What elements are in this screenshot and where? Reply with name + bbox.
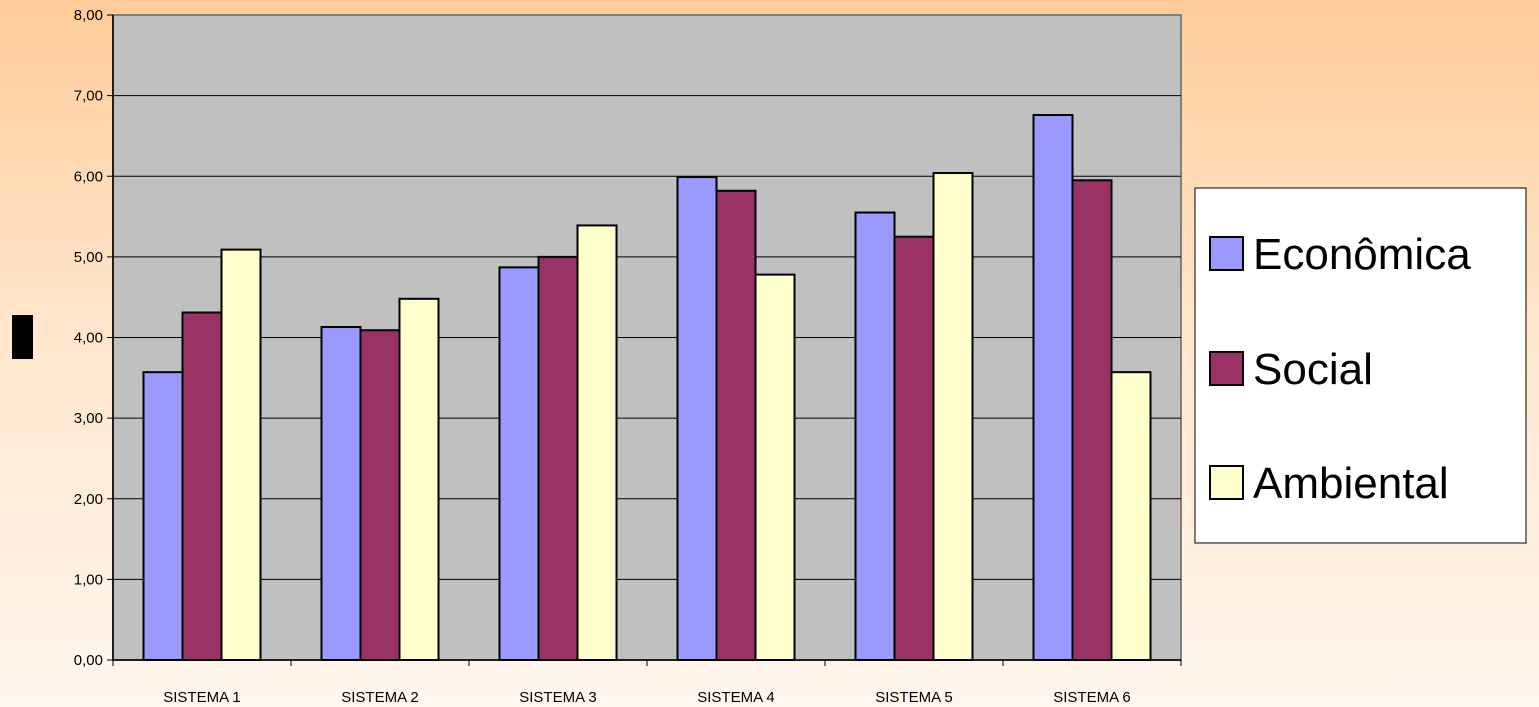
bars: [142, 113, 1152, 662]
bar-ambiental-6: [1110, 371, 1152, 661]
bar-ambiental-2: [398, 297, 440, 661]
legend-label-econômica: Econômica: [1253, 230, 1471, 279]
bar-ambiental-5: [932, 172, 974, 661]
x-category-label: SISTEMA 2: [341, 689, 419, 706]
legend-label-social: Social: [1253, 345, 1373, 394]
bar-econômica-2: [320, 326, 362, 661]
bar-social-3: [537, 255, 579, 661]
x-category-label: SISTEMA 1: [163, 689, 241, 706]
x-category-label: SISTEMA 5: [875, 689, 953, 706]
bar-econômica-6: [1032, 113, 1074, 662]
x-category-label: SISTEMA 6: [1053, 689, 1131, 706]
y-tick-label: 0,00: [74, 652, 103, 669]
y-tick-label: 3,00: [74, 410, 103, 427]
bar-social-1: [181, 311, 223, 661]
y-tick-label: 8,00: [74, 7, 103, 24]
legend-swatch-econômica: [1209, 236, 1244, 271]
x-category-label: SISTEMA 4: [697, 689, 775, 706]
bar-ambiental-1: [220, 248, 262, 661]
bar-econômica-3: [498, 266, 540, 661]
legend-swatch-social: [1209, 351, 1244, 386]
bar-social-6: [1071, 179, 1113, 661]
y-tick-label: 1,00: [74, 571, 103, 588]
y-tick-label: 4,00: [74, 330, 103, 347]
bar-social-5: [893, 235, 935, 661]
legend-swatch-ambiental: [1209, 465, 1244, 500]
decorative-black-marker: [12, 315, 33, 359]
bar-econômica-5: [854, 211, 896, 661]
y-tick-label: 7,00: [74, 88, 103, 105]
y-tick-label: 6,00: [74, 168, 103, 185]
legend-label-ambiental: Ambiental: [1253, 459, 1449, 508]
bar-ambiental-4: [754, 273, 796, 661]
legend-box: [1194, 187, 1527, 544]
y-tick-label: 5,00: [74, 249, 103, 266]
bar-econômica-4: [676, 176, 718, 661]
bar-social-4: [715, 189, 757, 661]
y-gridlines: [107, 14, 1181, 661]
legend: Econômica Social Ambiental: [1194, 187, 1527, 544]
bar-social-2: [359, 329, 401, 661]
bar-ambiental-3: [576, 224, 618, 661]
y-tick-label: 2,00: [74, 491, 103, 508]
x-category-label: SISTEMA 3: [519, 689, 597, 706]
bar-econômica-1: [142, 371, 184, 661]
